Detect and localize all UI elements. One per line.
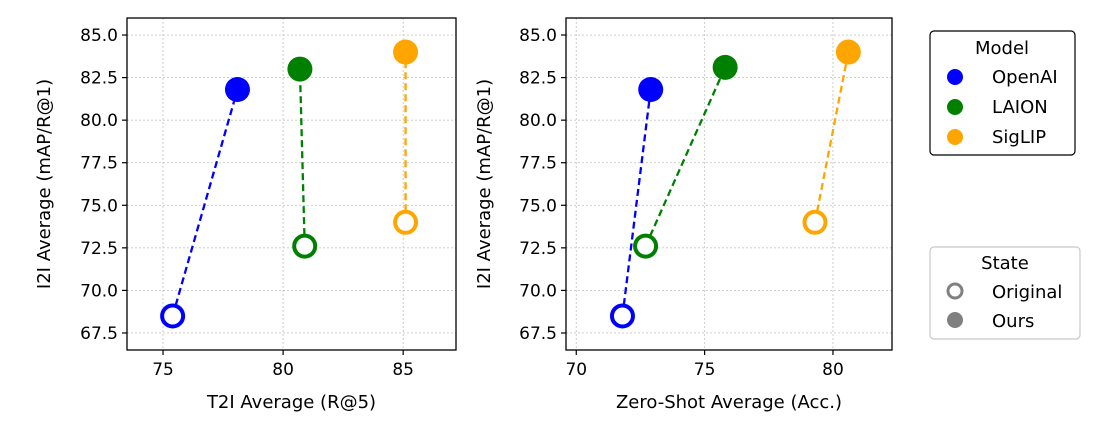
y-axis-label: I2I Average (mAP/R@1)	[474, 79, 495, 289]
y-tick-label: 80.0	[519, 111, 557, 131]
point-openai-ours	[224, 77, 250, 103]
state-legend-title: State	[981, 253, 1029, 274]
model-legend-title: Model	[975, 38, 1029, 59]
connector-siglip	[813, 51, 850, 223]
point-siglip-ours	[393, 39, 419, 65]
x-tick-label: 75	[694, 360, 716, 380]
point-laion-ours	[287, 56, 313, 82]
point-openai-ours	[638, 77, 664, 103]
y-tick-label: 77.5	[519, 154, 557, 174]
connector-openai	[171, 89, 239, 317]
point-openai-original	[160, 303, 186, 329]
y-axis-label: I2I Average (mAP/R@1)	[34, 79, 55, 289]
point-laion-original	[292, 233, 318, 259]
point-siglip-ours	[835, 39, 861, 65]
model-legend: Model OpenAI LAION SigLIP	[929, 30, 1076, 156]
point-siglip-original	[393, 209, 419, 235]
y-tick-label: 75.0	[519, 196, 557, 216]
y-tick-label: 82.5	[80, 69, 118, 89]
legend-label-openai: OpenAI	[992, 67, 1058, 88]
legend-label-laion: LAION	[992, 97, 1048, 118]
y-tick-label: 70.0	[80, 281, 118, 301]
x-tick-label: 80	[272, 360, 294, 380]
axes-frame	[565, 17, 893, 351]
legend-marker-siglip	[947, 129, 963, 145]
state-legend-frame	[929, 246, 1081, 340]
y-tick-label: 75.0	[80, 196, 118, 216]
x-tick-label: 75	[152, 360, 174, 380]
y-tick-label: 77.5	[80, 154, 118, 174]
x-tick-label: 70	[565, 360, 587, 380]
point-laion-ours	[712, 54, 738, 80]
y-tick-label: 80.0	[80, 111, 118, 131]
legend-label-original: Original	[992, 282, 1062, 303]
y-tick-label: 72.5	[80, 239, 118, 259]
state-legend: State Original Ours	[929, 246, 1081, 340]
x-tick-label: 85	[392, 360, 414, 380]
legend-label-siglip: SigLIP	[992, 127, 1046, 148]
legend-marker-laion	[947, 99, 963, 115]
connector-openai	[621, 89, 652, 317]
x-axis-label: T2I Average (R@5)	[206, 392, 376, 413]
connector-laion	[298, 69, 306, 247]
y-tick-label: 72.5	[519, 239, 557, 259]
y-tick-label: 67.5	[80, 324, 118, 344]
y-tick-label: 70.0	[519, 281, 557, 301]
y-tick-label: 85.0	[80, 26, 118, 46]
y-tick-label: 82.5	[519, 69, 557, 89]
point-openai-original	[609, 303, 635, 329]
point-laion-original	[633, 233, 659, 259]
plot-zero-shot: 70 75 80 67.5 70.0 72.5 75.0 77.5 80.0 82.5 85.0 Ze…	[474, 17, 893, 413]
x-axis-label: Zero-Shot Average (Acc.)	[616, 392, 842, 413]
point-siglip-original	[802, 209, 828, 235]
axes-frame	[126, 17, 457, 351]
plot-t2i: 75 80 85 67.5 70.0 72.5 75.0 77.5 80.0 82.5 85.0 T2…	[34, 17, 457, 413]
legend-marker-original	[946, 282, 964, 300]
legend-marker-openai	[947, 69, 963, 85]
legend-label-ours: Ours	[992, 311, 1034, 332]
legend-marker-ours	[947, 312, 963, 328]
model-legend-frame	[929, 30, 1076, 156]
x-tick-label: 80	[822, 360, 844, 380]
y-tick-label: 67.5	[519, 324, 557, 344]
y-tick-label: 85.0	[519, 26, 557, 46]
